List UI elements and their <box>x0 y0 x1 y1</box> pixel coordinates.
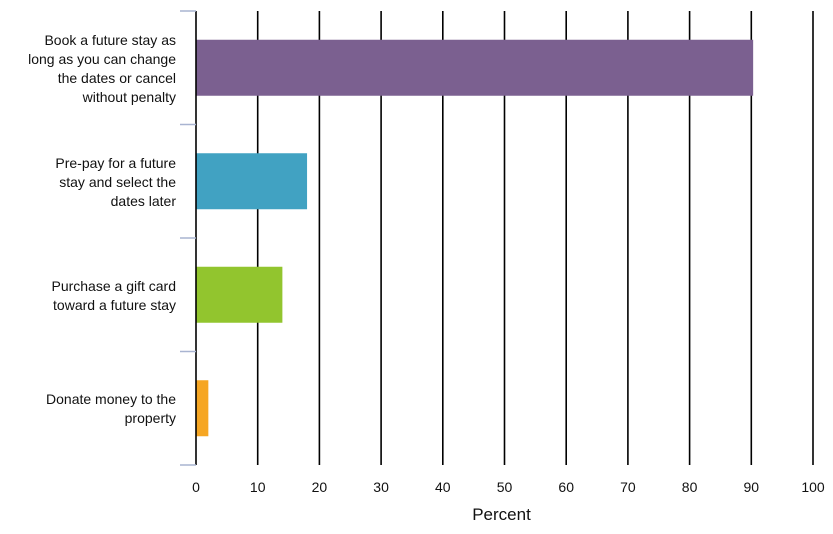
category-label-line: stay and select the <box>59 173 176 190</box>
category-label-line: the dates or cancel <box>57 69 176 86</box>
bars <box>196 39 754 437</box>
category-label-line: toward a future stay <box>53 296 176 313</box>
bar <box>196 266 283 323</box>
category-label: Purchase a gift card toward a future stay <box>51 277 176 315</box>
category-label-line: long as you can change <box>28 50 176 67</box>
bar <box>196 153 308 210</box>
y-axis <box>180 10 197 466</box>
x-tick-label: 10 <box>250 479 266 495</box>
category-label-line: Book a future stay as <box>44 31 176 48</box>
x-tick-label: 90 <box>744 479 760 495</box>
category-label-line: Donate money to the <box>46 391 176 408</box>
x-tick-label: 20 <box>312 479 328 495</box>
category-label-line: property <box>124 410 176 427</box>
x-axis-title: Percent <box>472 505 531 524</box>
category-label: Donate money to the property <box>46 390 176 428</box>
category-label-line: Purchase a gift card <box>51 277 176 294</box>
x-tick-label: 70 <box>620 479 636 495</box>
x-tick-label: 40 <box>435 479 451 495</box>
category-label-line: dates later <box>110 192 176 209</box>
x-tick-label: 100 <box>801 479 825 495</box>
x-tick-label: 30 <box>373 479 389 495</box>
category-label-line: Pre-pay for a future <box>55 154 176 171</box>
category-label: Pre-pay for a future stay and select the d… <box>55 154 176 211</box>
x-tick-label: 80 <box>682 479 698 495</box>
x-tick-label: 50 <box>497 479 513 495</box>
category-label-line: without penalty <box>82 88 176 105</box>
x-tick-labels: 0 10 20 30 40 50 60 70 80 90 100 <box>192 479 825 495</box>
x-tick-label: 0 <box>192 479 200 495</box>
bar <box>196 39 754 96</box>
bar <box>196 380 209 437</box>
x-tick-label: 60 <box>558 479 574 495</box>
category-label: Book a future stay as long as you can cha… <box>28 31 176 107</box>
